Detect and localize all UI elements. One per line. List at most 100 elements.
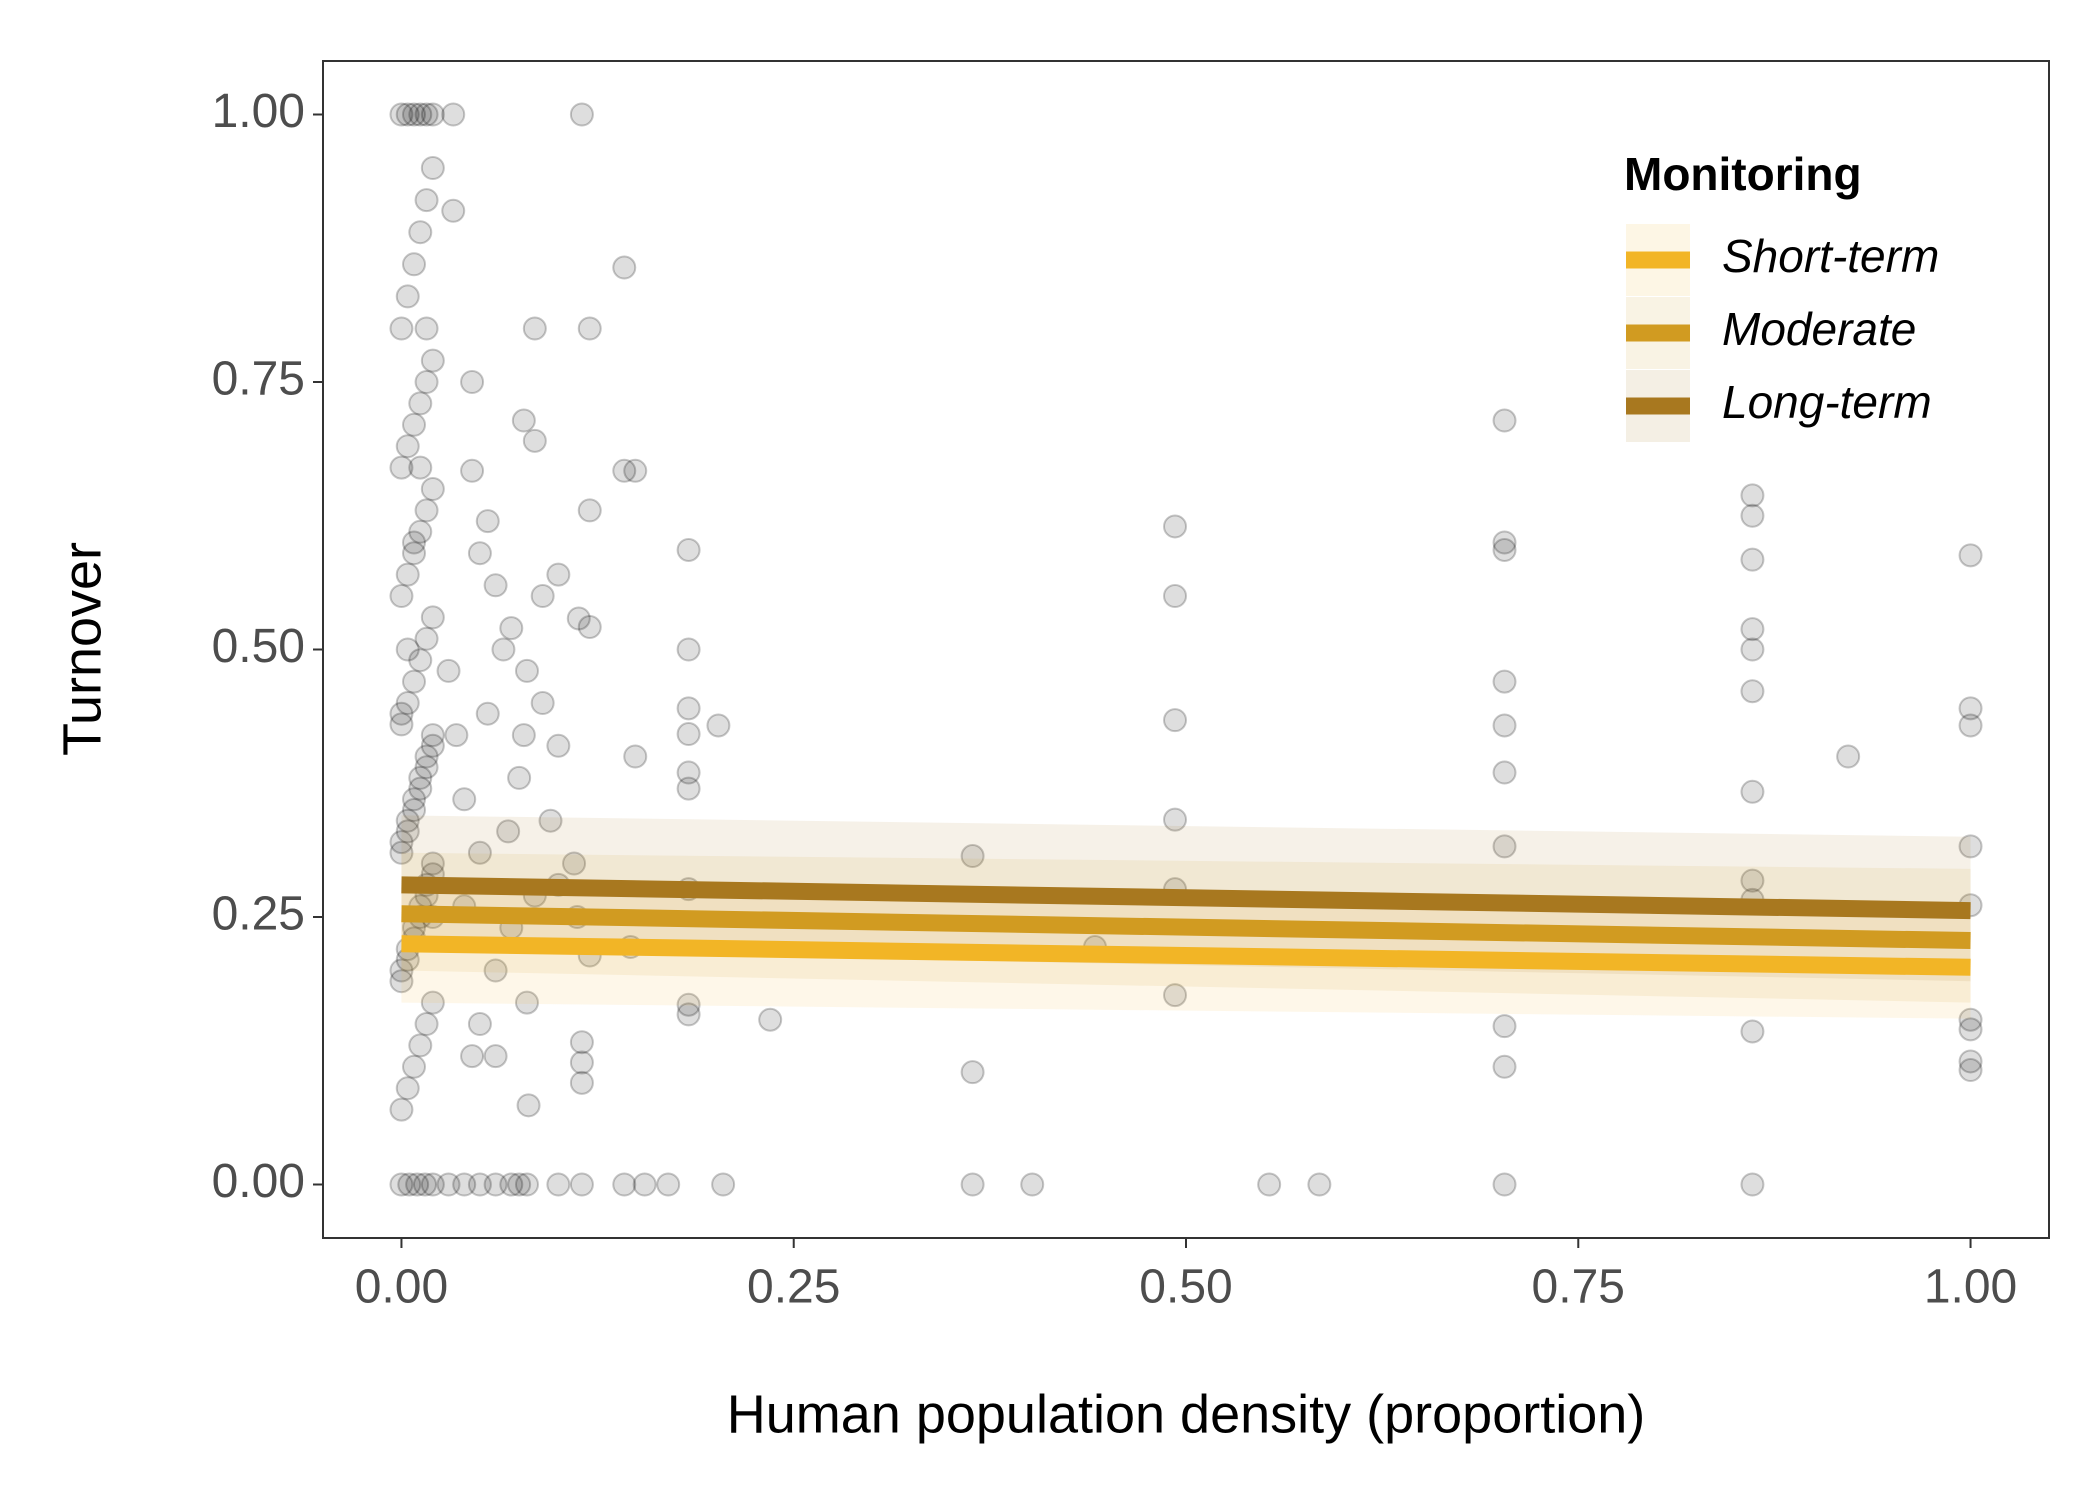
point: [414, 626, 439, 651]
point: [623, 458, 648, 483]
point: [402, 669, 427, 694]
y-tick-label: 1.00: [212, 85, 305, 138]
point: [1492, 713, 1517, 738]
point: [408, 519, 433, 544]
point: [1492, 1172, 1517, 1197]
point: [546, 733, 571, 758]
point: [1492, 834, 1517, 859]
point: [402, 787, 427, 812]
point: [1740, 1172, 1765, 1197]
point: [514, 990, 539, 1015]
point: [1492, 537, 1517, 562]
point: [546, 1172, 571, 1197]
point: [1958, 713, 1983, 738]
point: [389, 840, 414, 865]
point: [408, 776, 433, 801]
point: [420, 733, 445, 758]
point: [414, 755, 439, 780]
point: [414, 498, 439, 523]
point: [414, 370, 439, 394]
point: [676, 637, 701, 662]
point: [1492, 530, 1517, 555]
legend-label: Short-term: [1722, 230, 1939, 282]
y-tick-label: 0.00: [212, 1155, 305, 1208]
point: [577, 498, 602, 523]
point: [511, 408, 536, 433]
point: [1958, 543, 1983, 568]
point: [1740, 547, 1765, 572]
point: [436, 658, 461, 683]
point: [1958, 1007, 1983, 1032]
point: [569, 1030, 594, 1055]
point: [1163, 983, 1188, 1008]
point: [499, 1172, 524, 1197]
point: [420, 605, 445, 630]
point: [420, 477, 445, 501]
point: [402, 102, 427, 127]
y-tick-label: 0.50: [212, 620, 305, 673]
point: [538, 808, 563, 833]
point: [460, 370, 485, 394]
point: [452, 787, 477, 812]
point: [414, 316, 439, 341]
point: [460, 1044, 485, 1069]
legend-label: Moderate: [1722, 303, 1916, 355]
point: [402, 530, 427, 555]
trend-line: [401, 905, 1971, 950]
point: [441, 102, 466, 127]
point: [1958, 1058, 1983, 1083]
point: [711, 1172, 736, 1197]
point: [408, 391, 433, 416]
point: [475, 701, 500, 726]
point: [414, 188, 439, 213]
point: [420, 851, 445, 876]
point: [1307, 1172, 1332, 1197]
legend-item: Moderate: [1626, 297, 1916, 369]
point: [1740, 1019, 1765, 1044]
point: [960, 1060, 985, 1085]
point: [420, 156, 445, 180]
point: [522, 316, 547, 341]
point: [414, 1012, 439, 1036]
point: [389, 316, 414, 341]
point: [511, 723, 536, 748]
point: [389, 102, 414, 127]
point: [402, 412, 427, 437]
point: [1836, 744, 1861, 769]
y-tick-label: 0.75: [212, 353, 305, 406]
point: [706, 713, 731, 738]
trend-line: [401, 935, 1971, 976]
point: [632, 1172, 657, 1197]
point: [402, 252, 427, 277]
point: [395, 637, 420, 662]
point: [389, 1172, 414, 1197]
point: [1740, 617, 1765, 642]
point: [395, 808, 420, 833]
point: [569, 1070, 594, 1095]
point: [412, 1172, 437, 1197]
point: [1257, 1172, 1282, 1197]
point: [1958, 1049, 1983, 1074]
point: [483, 1044, 508, 1069]
point: [467, 541, 492, 566]
point: [436, 1172, 461, 1197]
point: [676, 776, 701, 801]
point: [395, 691, 420, 715]
y-axis-title: Turnover: [52, 542, 112, 756]
point: [1492, 1054, 1517, 1079]
point: [405, 1172, 430, 1197]
point: [1958, 834, 1983, 859]
point: [408, 765, 433, 790]
point: [389, 584, 414, 608]
point: [414, 744, 439, 769]
point: [1958, 1017, 1983, 1042]
point: [420, 723, 445, 748]
x-tick-label: 1.00: [1924, 1261, 2017, 1314]
point: [483, 573, 508, 598]
point: [1163, 708, 1188, 733]
point: [1492, 408, 1517, 433]
trend-line: [401, 876, 1971, 920]
point: [656, 1172, 681, 1197]
point: [1492, 1014, 1517, 1039]
point: [1020, 1172, 1045, 1197]
